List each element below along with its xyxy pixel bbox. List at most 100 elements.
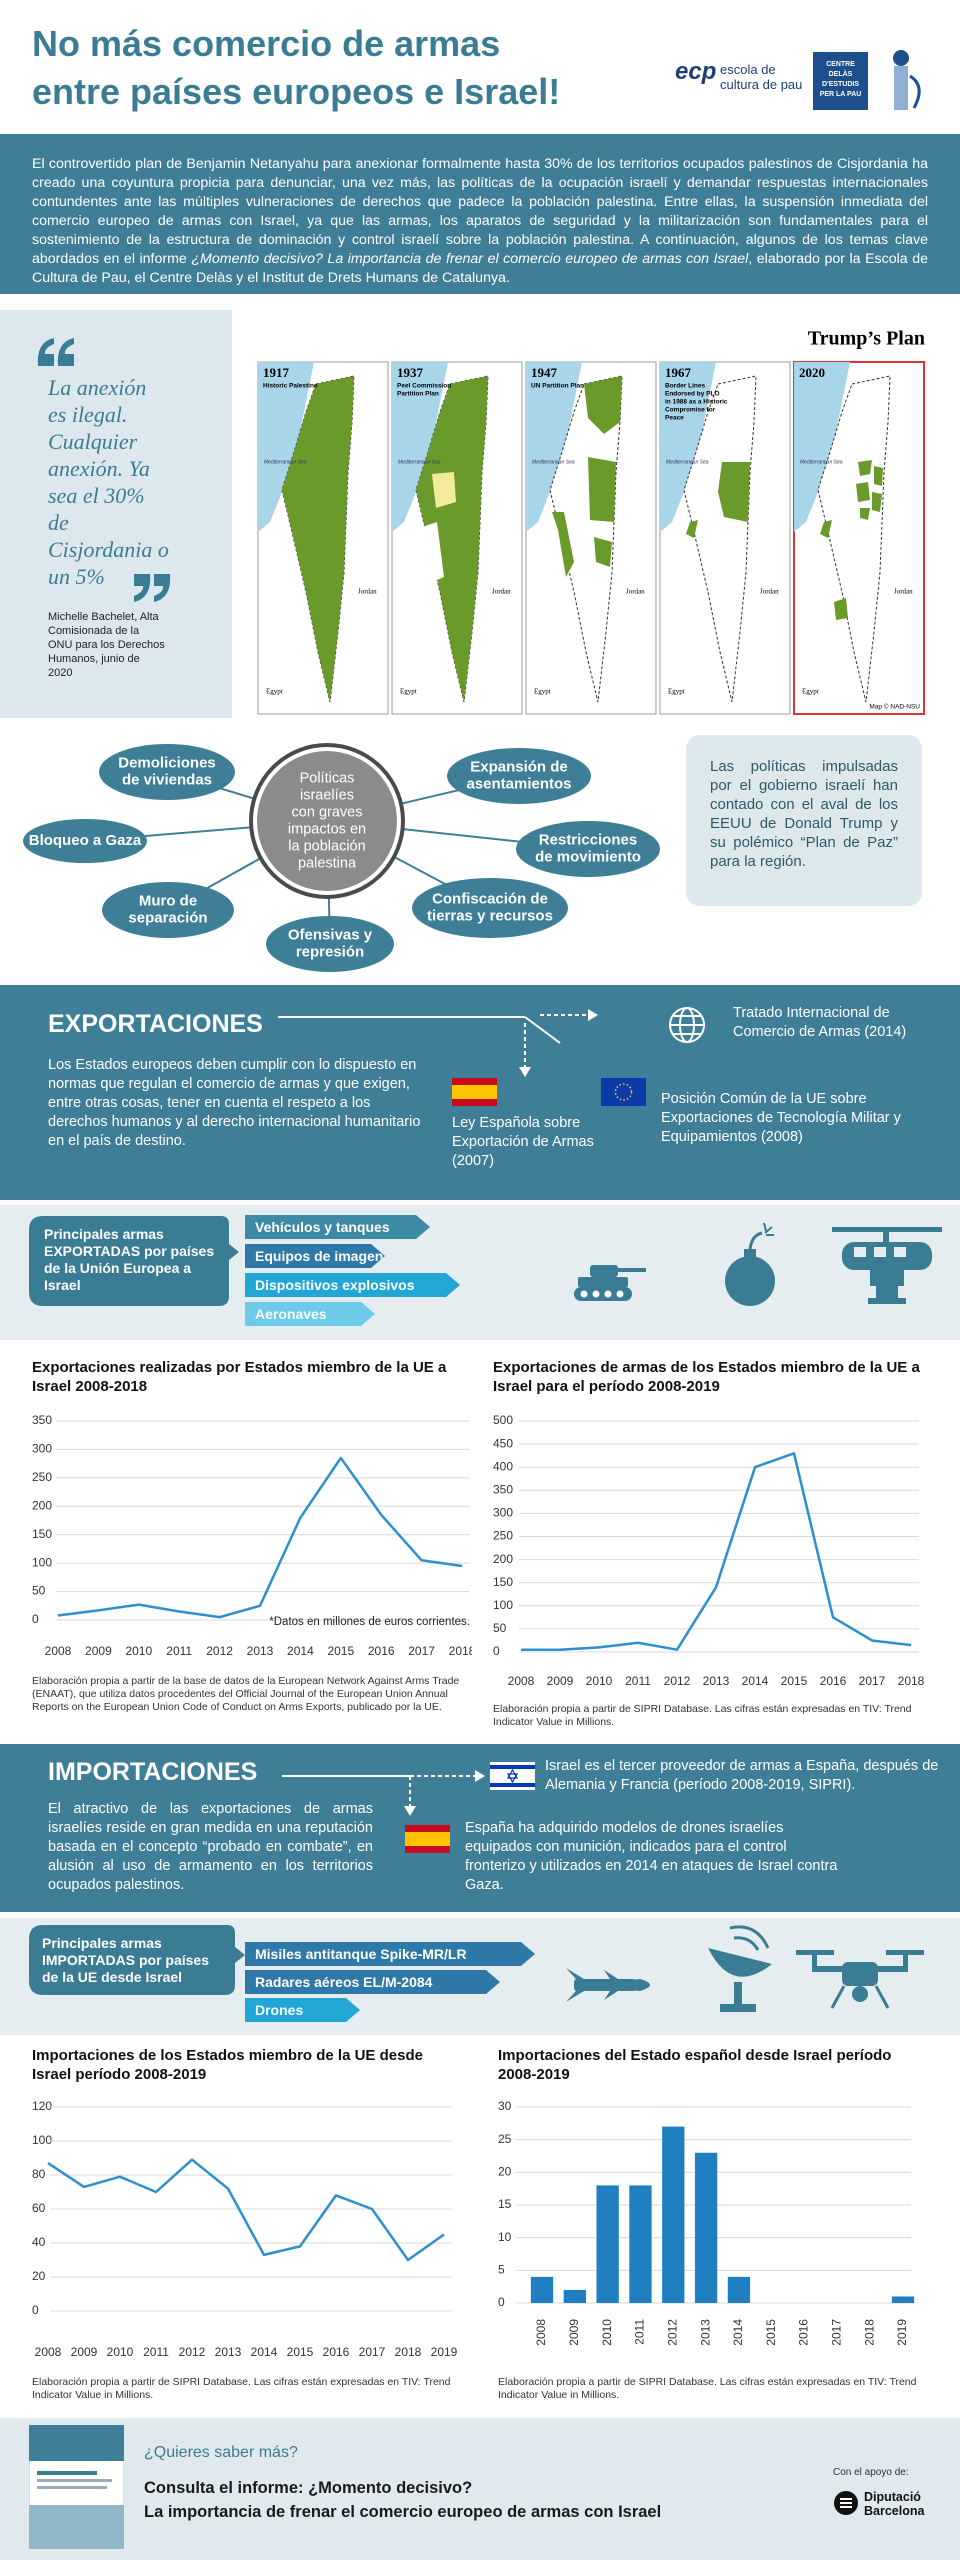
x-tick-label: 2018: [449, 1644, 472, 1658]
drone-icon: [796, 1950, 924, 2009]
label-box: [29, 1925, 245, 1995]
eu-position: Posición Común de la UE sobre Exportacio…: [661, 1091, 901, 1145]
icon-part: [832, 1227, 942, 1232]
chart: 0 5 10 15 20 25 30 2008 2009 2010 2011 2012 2013 2014…: [498, 2099, 915, 2346]
line: [47, 2158, 445, 2262]
x-tick-label: 2011: [625, 1674, 651, 1688]
delas-logo: CENTRE DELÀS D'ESTUDIS PER LA PAU: [813, 52, 868, 110]
map-caption: UN Partition Plan: [531, 383, 584, 390]
imports-text: El atractivo de las exportaciones de arm…: [48, 1801, 373, 1893]
policy-text: separación: [128, 909, 207, 926]
logo-shape: [909, 74, 921, 109]
icon-part: [733, 1936, 760, 1951]
ecp-name-line: escola de: [720, 62, 776, 77]
policy-bubble: [102, 882, 234, 938]
intro-text: , elaborado por la Escola de Cultura de …: [32, 251, 928, 286]
imports-graphics: [282, 1762, 535, 1853]
spain-flag: [452, 1078, 497, 1106]
x-tick-label: 2009: [547, 1674, 574, 1688]
map-caption: Endorsed by PLO: [665, 391, 720, 398]
map-caption: Peel Commission: [397, 383, 451, 390]
spain-law: Ley Española sobre Exportación de Armas …: [452, 1115, 594, 1169]
import-fact: Israel es el tercer proveedor de armas a…: [545, 1758, 939, 1793]
map-credit: Map © NAD-NSU: [869, 703, 920, 711]
map-land: [683, 375, 757, 703]
map-area: [858, 460, 872, 476]
x-tick-label: 2012: [664, 1674, 691, 1688]
x-tick-label: 2012: [179, 2345, 206, 2359]
bar: [727, 2276, 751, 2303]
cover-part: [29, 2505, 124, 2549]
cover-part: [37, 2479, 112, 2482]
chart-title: Exportaciones realizadas por Estados mie…: [32, 1359, 447, 1395]
y-tick-label: 0: [32, 2303, 39, 2317]
exports-text: Los Estados europeos deben cumplir con l…: [48, 1057, 421, 1149]
chart-title: Importaciones de los Estados miembro de …: [32, 2047, 423, 2083]
x-tick-label: 2010: [600, 2319, 614, 2346]
bar: [596, 2185, 619, 2303]
x-tick-label: 2009: [71, 2345, 98, 2359]
x-tick-label: 2008: [534, 2319, 548, 2346]
line: [521, 1452, 912, 1651]
arm-tag: Misiles antitanque Spike-MR/LR: [245, 1942, 535, 1966]
map-panel: 1947 UN Partition Plan Mediterranean Sea Jo…: [525, 361, 657, 715]
x-tick-label: 2009: [85, 1644, 112, 1658]
x-tick-label: 2018: [395, 2345, 422, 2359]
y-tick-label: 400: [493, 1459, 513, 1473]
arm-tag: Radares aéreos EL/M-2084: [245, 1970, 500, 1994]
chart: 0 20 40 60 80 100 120 2008 2009 2010 2011 2012 2013 2…: [32, 2099, 458, 2359]
icon-part: [734, 1982, 742, 2004]
icon-part: [729, 1925, 770, 1949]
report-cover: [29, 2425, 124, 2549]
policy-text: tierras y recursos: [427, 907, 553, 924]
y-tick-label: 100: [493, 1598, 513, 1612]
quote-glyph: [134, 574, 171, 602]
ecp-name-line: cultura de pau: [720, 77, 803, 92]
flag-part: [405, 1832, 450, 1846]
map-label: Mediterranean Sea: [800, 459, 843, 465]
icon-part: [580, 1290, 588, 1298]
icon-part: [574, 1287, 632, 1301]
footer-report-line: La importancia de frenar el comercio eur…: [144, 2503, 662, 2521]
imported-label: Principales armas IMPORTADAS por países …: [42, 1935, 209, 1985]
icon-part: [744, 1249, 756, 1259]
exports-graphics: [278, 1007, 705, 1106]
title-line: No más comercio de armas: [32, 23, 501, 64]
icon-part: [870, 1270, 904, 1286]
map-caption: Compromise for: [665, 407, 716, 414]
icon-part: [812, 1955, 817, 1969]
map-caption: Historic Palestine: [263, 383, 318, 390]
bar: [530, 2276, 554, 2303]
policies-note: Las políticas impulsadas por el gobierno…: [686, 735, 922, 906]
icon-part: [852, 1986, 868, 2002]
title: No más comercio de armas entre países eu…: [32, 20, 560, 116]
icon-part: [566, 1968, 618, 2002]
x-tick-label: 2010: [107, 2345, 134, 2359]
map-label: Egypt: [668, 688, 685, 696]
map-year: 1947: [531, 365, 558, 380]
x-tick-label: 2008: [508, 1674, 535, 1688]
sponsor-mark: [840, 2498, 852, 2500]
icon-part: [883, 1232, 889, 1242]
map-area: [872, 492, 882, 512]
policy-text: Confiscación de: [432, 890, 548, 907]
y-tick-label: 10: [498, 2230, 512, 2244]
y-tick-label: 250: [32, 1470, 52, 1484]
y-tick-label: 120: [32, 2099, 52, 2113]
policy-text: asentamientos: [466, 775, 571, 792]
map-area: [588, 457, 616, 522]
tank-icon: [574, 1265, 646, 1301]
icon-part: [592, 1290, 600, 1298]
icon-part: [748, 1231, 763, 1250]
icon-part: [616, 1268, 646, 1272]
flag-part: [490, 1783, 535, 1787]
imported-icons: [566, 1925, 924, 2012]
map-area: [860, 508, 870, 520]
quote-panel: [0, 310, 232, 718]
maps-title: Trump’s Plan: [808, 328, 925, 350]
x-tick-label: 2011: [633, 2319, 647, 2345]
map-sea: [258, 362, 314, 532]
eu-flag: [601, 1078, 646, 1106]
